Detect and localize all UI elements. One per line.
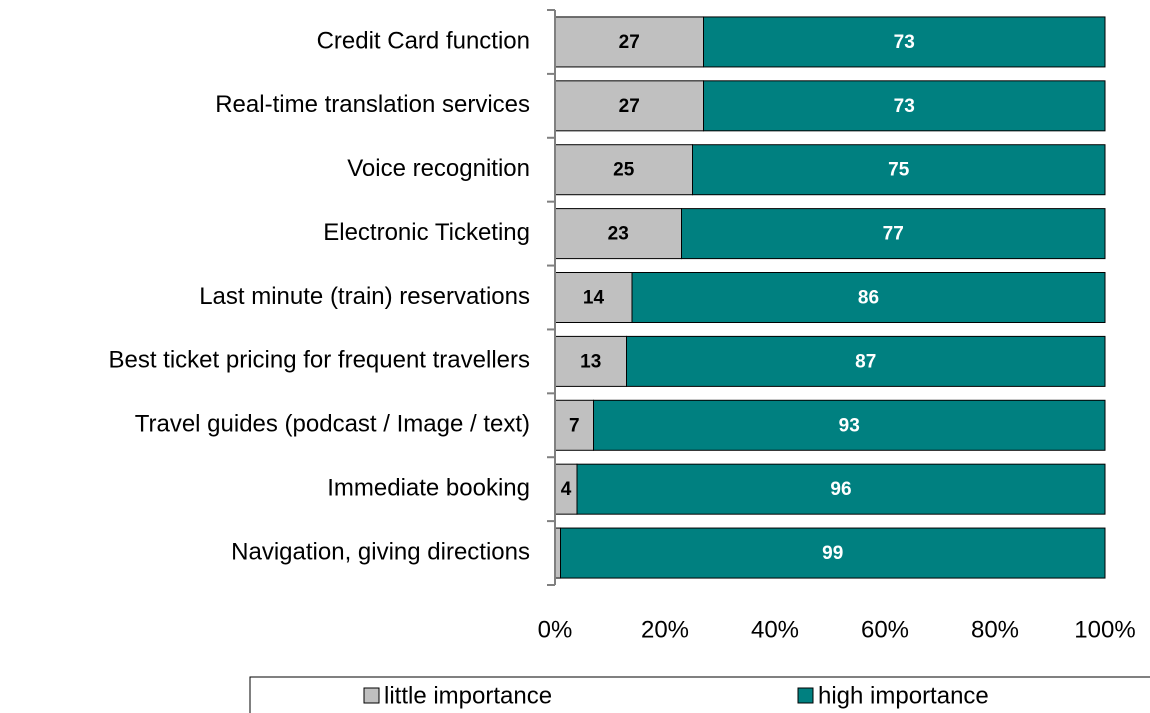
data-label: 27 [619, 32, 640, 53]
legend-label: little importance [384, 682, 552, 709]
data-label: 75 [888, 160, 910, 181]
bar-segment [692, 144, 1106, 196]
x-tick-label: 0% [538, 616, 573, 643]
bar-segment [593, 399, 1106, 451]
category-label: Travel guides (podcast / Image / text) [135, 411, 530, 438]
data-label: 86 [858, 288, 879, 309]
data-label: 23 [608, 224, 629, 245]
bar-segment [554, 208, 682, 260]
x-tick-label: 80% [971, 616, 1019, 643]
data-label: 13 [580, 351, 601, 372]
data-label: 87 [855, 351, 876, 372]
data-label: 73 [894, 32, 915, 53]
data-label: 14 [583, 288, 605, 309]
bar-segment [554, 399, 594, 451]
bar-segment [554, 16, 704, 68]
bar-segment [681, 208, 1106, 260]
bar-segment [554, 80, 704, 132]
data-label: 27 [619, 96, 640, 117]
bar-segment [626, 335, 1106, 387]
category-label: Immediate booking [327, 475, 530, 502]
bar-segment [703, 80, 1106, 132]
category-label: Last minute (train) reservations [199, 283, 530, 310]
x-tick-label: 100% [1074, 616, 1135, 643]
bar-segment [554, 144, 693, 196]
data-label: 4 [561, 479, 572, 500]
category-label: Electronic Ticketing [323, 219, 530, 246]
category-label: Voice recognition [347, 155, 530, 182]
data-label: 99 [822, 543, 843, 564]
category-label: Real-time translation services [215, 91, 530, 118]
data-label: 7 [569, 415, 580, 436]
category-label: Credit Card function [317, 27, 530, 54]
legend-label: high importance [818, 682, 989, 709]
data-label: 73 [894, 96, 915, 117]
x-tick-label: 20% [641, 616, 689, 643]
bar-segment [631, 272, 1106, 323]
legend-swatch [363, 687, 380, 704]
bar-segment [576, 463, 1106, 515]
bar-segment [703, 16, 1106, 68]
data-label: 25 [613, 160, 635, 181]
data-label: 93 [839, 415, 860, 436]
legend-box [249, 676, 1150, 713]
category-label: Navigation, giving directions [231, 538, 530, 565]
category-label: Best ticket pricing for frequent travell… [108, 347, 530, 374]
data-label: 77 [883, 224, 904, 245]
data-label: 96 [830, 479, 851, 500]
x-tick-label: 60% [861, 616, 909, 643]
x-tick-label: 40% [751, 616, 799, 643]
legend-swatch [797, 687, 814, 704]
bar-segment [560, 527, 1106, 579]
